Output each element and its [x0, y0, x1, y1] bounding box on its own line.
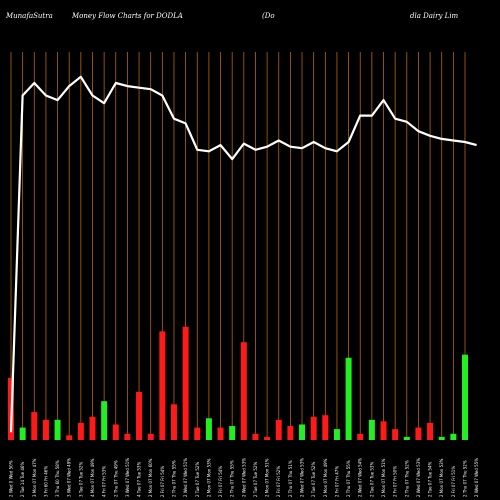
- chart-title-site: MunafaSutra: [5, 12, 53, 20]
- money-flow-bar: [66, 435, 73, 440]
- money-flow-bar: [136, 391, 143, 440]
- x-tick-label: 2 Fri 07 Fri 47%: [334, 466, 339, 497]
- money-flow-bar: [159, 331, 166, 440]
- x-tick-label: 2 Mon 07 Mon 53%: [206, 458, 211, 497]
- money-flow-bar: [299, 424, 306, 440]
- x-tick-label: 3 Thu 60 Thu 58%: [55, 460, 60, 497]
- x-axis-tick-labels: 2 Wed 0 Wed 50% 2 Tue 14 Tue 46% 3 Mon 07 …: [9, 458, 480, 497]
- money-flow-bar: [182, 326, 189, 440]
- money-flow-bar: [252, 433, 259, 440]
- money-flow-bar: [275, 419, 282, 440]
- x-tick-label: 2 Wed 07 Wed 55%: [474, 458, 479, 497]
- x-tick-label: 2 Thu 07 Thu 51%: [288, 460, 293, 497]
- x-tick-label: 3 Fri 60 Fri 46%: [43, 466, 48, 497]
- price-line: [9, 75, 477, 433]
- x-tick-label: 2 Fri 07 Fri 52%: [276, 466, 281, 497]
- x-tick-label: 2 Tue 07 Tue 54%: [428, 462, 433, 497]
- x-tick-label: 2 Fri 07 Fri 54%: [160, 466, 165, 497]
- money-flow-bar: [427, 422, 434, 440]
- money-flow-bar: [217, 427, 224, 440]
- money-flow-bar: [287, 426, 294, 440]
- chart-title-company-left: (Do: [262, 12, 275, 20]
- x-tick-label: 3 Mon 07 Mon 47%: [32, 458, 37, 497]
- x-tick-label: 2 Tue 07 Tue 52%: [195, 462, 200, 497]
- x-tick-label: 2 Thu 07 Thu 52%: [404, 460, 409, 497]
- x-tick-label: 2 Tue 14 Tue 46%: [20, 462, 25, 497]
- chart-title-subtitle: Money Flow Charts for DODLA: [71, 12, 183, 20]
- money-flow-bar: [380, 421, 387, 440]
- money-flow-bar: [240, 342, 247, 440]
- x-tick-label: 2 Wed 07 Wed 54%: [358, 458, 363, 497]
- money-flow-bar: [205, 418, 212, 440]
- x-tick-label: 2 Thu 07 Thu 49%: [113, 460, 118, 497]
- x-tick-label: 2 Tue 07 Tue 53%: [369, 462, 374, 497]
- money-flow-bar: [194, 427, 201, 440]
- money-flow-bar: [229, 426, 236, 440]
- x-tick-label: 2 Thu 07 Thu 52%: [463, 460, 468, 497]
- money-flow-bar: [147, 433, 154, 440]
- money-flow-bar: [438, 436, 445, 440]
- x-tick-label: 2 Wed 07 Wed 51%: [183, 458, 188, 497]
- money-flow-bar: [31, 412, 38, 440]
- money-flow-bar: [42, 419, 49, 440]
- x-tick-label: 3 Wed 07 Wed 49%: [67, 458, 72, 497]
- money-flow-bar: [54, 419, 61, 440]
- x-tick-label: 4 Mon 07 Mon 49%: [90, 458, 95, 497]
- money-flow-bar: [264, 436, 271, 440]
- x-tick-label: 2 Tue 07 Tue 52%: [311, 462, 316, 497]
- x-tick-label: 2 Mon 07 Mon 51%: [381, 458, 386, 497]
- money-flow-bar: [77, 422, 84, 440]
- x-tick-label: 2 Thu 07 Thu 55%: [346, 460, 351, 497]
- x-tick-label: 2 Tue 07 Tue 52%: [253, 462, 258, 497]
- x-tick-label: 2 Wed 07 Wed 53%: [300, 458, 305, 497]
- money-flow-bar: [333, 429, 340, 440]
- x-tick-label: 3 Wed 07 Wed 51%: [125, 458, 130, 497]
- x-tick-label: 2 Mon 07 Mon 49%: [323, 458, 328, 497]
- money-flow-bar: [89, 416, 96, 440]
- money-flow-bar: [124, 433, 131, 440]
- money-flow-bar: [450, 433, 457, 440]
- x-tick-label: 2 Wed 07 Wed 53%: [241, 458, 246, 497]
- chart-title-company-right: dla Dairy Lim: [410, 12, 459, 20]
- money-flow-bar: [392, 429, 399, 440]
- x-tick-label: 2 Fri 07 Fri 54%: [218, 466, 223, 497]
- x-tick-label: 2 Fri 07 Fri 51%: [451, 466, 456, 497]
- money-flow-bar: [310, 416, 317, 440]
- money-flow-bar: [101, 401, 108, 440]
- money-flow-bar: [403, 436, 410, 440]
- money-flow-bar: [345, 357, 352, 440]
- x-tick-label: 2 Wed 07 Wed 53%: [416, 458, 421, 497]
- x-tick-label: 3 Tue 07 Tue 52%: [78, 462, 83, 497]
- x-tick-label: 2 Fri 07 Fri 50%: [393, 466, 398, 497]
- x-tick-label: 2 Mon 07 Mon 60%: [148, 458, 153, 497]
- x-tick-label: 2 Wed 0 Wed 50%: [9, 460, 14, 497]
- money-flow-bar: [357, 433, 364, 440]
- money-flow-bar: [462, 354, 468, 440]
- x-tick-label: 4 Fri 07 Fri 53%: [102, 466, 107, 497]
- money-flow-bar: [112, 424, 119, 440]
- money-flow-bar: [368, 419, 375, 440]
- x-tick-label: 2 Thu 07 Thu 55%: [171, 460, 176, 497]
- money-flow-bar: [170, 404, 177, 440]
- x-tick-label: 2 Mon 07 Mon 51%: [265, 458, 270, 497]
- money-flow-bar: [19, 427, 26, 440]
- price-line-layer: [9, 75, 477, 433]
- x-tick-label: 4 Tue 07 Tue 53%: [137, 462, 142, 497]
- money-flow-bar: [415, 427, 422, 440]
- x-tick-label: 2 Thu 07 Thu 55%: [230, 460, 235, 497]
- money-flow-bar: [322, 415, 329, 440]
- x-tick-label: 2 Mon 07 Mon 53%: [439, 458, 444, 497]
